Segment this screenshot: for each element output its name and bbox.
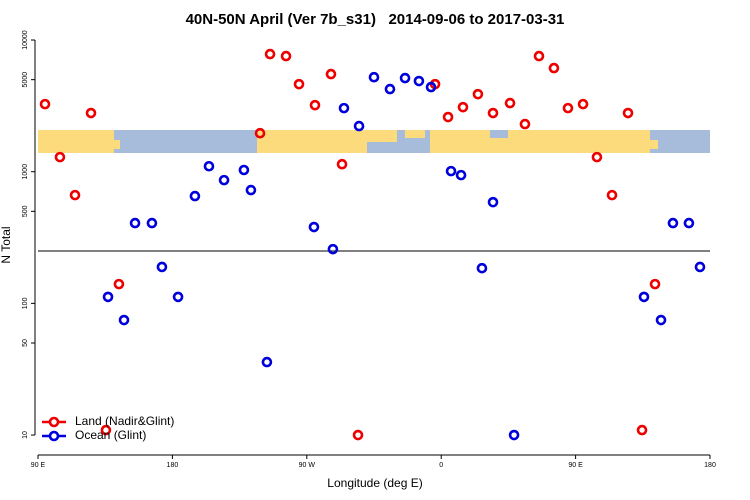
point: [85, 107, 97, 119]
point: [218, 174, 230, 186]
point: [487, 196, 499, 208]
point: [69, 189, 81, 201]
y-tick-label: 10000: [22, 30, 29, 50]
point: [338, 102, 350, 114]
x-tick-label: 90 E: [31, 462, 46, 469]
point: [683, 217, 695, 229]
x-tick-label: 180: [704, 462, 716, 469]
y-axis-label: N Total: [0, 226, 13, 263]
point: [591, 151, 603, 163]
point: [442, 111, 454, 123]
point: [118, 314, 130, 326]
point: [129, 217, 141, 229]
y-tick-label: 100: [22, 297, 29, 309]
point: [636, 424, 648, 436]
legend-label: Ocean (Glint): [75, 428, 146, 442]
y-tick-label: 500: [22, 205, 29, 217]
point: [327, 243, 339, 255]
point: [203, 160, 215, 172]
x-tick-label: 180: [167, 462, 179, 469]
point: [353, 120, 365, 132]
point: [368, 71, 380, 83]
point: [562, 102, 574, 114]
point: [694, 261, 706, 273]
point: [264, 48, 276, 60]
point: [254, 127, 266, 139]
point: [293, 78, 305, 90]
point: [325, 68, 337, 80]
point: [425, 81, 437, 93]
point: [352, 429, 364, 441]
point: [457, 101, 469, 113]
point: [622, 107, 634, 119]
point: [309, 99, 321, 111]
point: [455, 169, 467, 181]
point: [533, 50, 545, 62]
point: [308, 221, 320, 233]
point: [606, 189, 618, 201]
point: [280, 50, 292, 62]
y-tick-label: 50: [22, 339, 29, 347]
map-strip: [38, 130, 710, 153]
point: [156, 261, 168, 273]
point: [54, 151, 66, 163]
y-tick-label: 5000: [22, 72, 29, 88]
y-tick-label: 1000: [22, 164, 29, 180]
point: [384, 83, 396, 95]
point: [113, 278, 125, 290]
point: [39, 98, 51, 110]
point: [100, 424, 112, 436]
chart-title: 40N-50N April (Ver 7b_s31) 2014-09-06 to…: [186, 11, 565, 28]
point: [102, 291, 114, 303]
legend-marker: [48, 416, 60, 428]
x-tick-label: 0: [439, 462, 443, 469]
point: [189, 190, 201, 202]
point: [667, 217, 679, 229]
point: [445, 165, 457, 177]
point: [336, 158, 348, 170]
point: [245, 184, 257, 196]
point: [638, 291, 650, 303]
point: [238, 164, 250, 176]
point: [519, 118, 531, 130]
point: [413, 75, 425, 87]
point: [146, 217, 158, 229]
point: [472, 88, 484, 100]
x-tick-label: 90 E: [568, 462, 583, 469]
point: [261, 356, 273, 368]
x-axis-label: Longitude (deg E): [327, 476, 422, 490]
x-tick-label: 90 W: [299, 462, 316, 469]
point: [504, 97, 516, 109]
point: [649, 278, 661, 290]
point: [577, 98, 589, 110]
point: [476, 262, 488, 274]
point: [172, 291, 184, 303]
y-tick-label: 10: [22, 431, 29, 439]
legend-marker: [48, 430, 60, 442]
point: [548, 62, 560, 74]
point: [655, 314, 667, 326]
legend-label: Land (Nadir&Glint): [75, 414, 174, 428]
point: [399, 72, 411, 84]
point: [487, 107, 499, 119]
point: [508, 429, 520, 441]
